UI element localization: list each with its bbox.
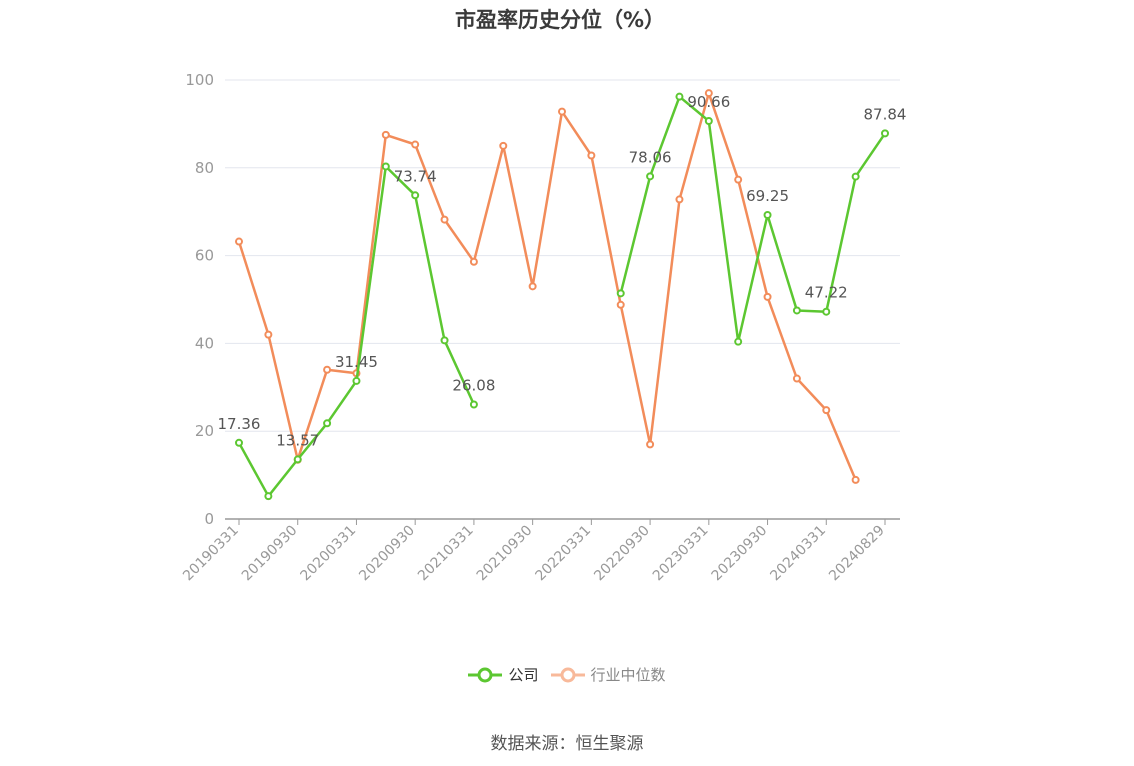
data-point: [704, 117, 713, 126]
grid-lines: [225, 79, 900, 520]
data-point: [323, 419, 332, 428]
x-tick-label: 20240331: [767, 523, 829, 585]
y-tick-label: 80: [195, 159, 214, 177]
data-label: 13.57: [276, 431, 319, 449]
x-tick-label: 20220331: [532, 523, 594, 585]
data-source: 数据来源：恒生聚源: [490, 734, 644, 754]
data-point: [881, 129, 889, 138]
x-tick-label: 20200930: [356, 523, 418, 585]
data-point: [352, 376, 361, 385]
y-tick-label: 20: [195, 422, 214, 440]
data-point: [792, 374, 801, 383]
data-label: 31.45: [335, 353, 378, 371]
data-label: 69.25: [746, 187, 789, 205]
x-tick-label: 20190331: [180, 523, 242, 585]
x-tick-label: 20210930: [474, 523, 536, 585]
data-point: [646, 172, 655, 181]
data-point: [293, 455, 302, 464]
data-point: [646, 440, 655, 449]
data-point: [469, 400, 478, 409]
x-tick-label: 20220930: [591, 523, 653, 585]
x-tick-label: 20240829: [826, 523, 888, 585]
data-point: [704, 89, 713, 98]
x-tick-label: 20210331: [415, 523, 477, 585]
data-point: [499, 141, 508, 150]
legend-item-industry[interactable]: 行业中位数: [550, 664, 666, 685]
series-line: [237, 95, 887, 498]
y-axis-ticks: 0 20 40 60 80 100: [185, 71, 214, 528]
x-tick-label: 20230930: [709, 523, 771, 585]
data-point: [851, 475, 860, 484]
legend-item-company[interactable]: 公司: [468, 664, 539, 685]
data-labels: 17.36 13.57 31.45 73.74 26.08 78.06 90.66 69.25…: [218, 93, 907, 449]
data-point: [675, 195, 684, 204]
y-tick-label: 40: [195, 334, 214, 352]
chart-legend: 公司 行业中位数: [0, 664, 1134, 685]
data-label: 87.84: [864, 105, 907, 123]
data-point: [469, 257, 478, 266]
data-point: [411, 140, 420, 149]
data-point: [264, 330, 273, 339]
data-point: [734, 337, 743, 346]
data-label: 78.06: [629, 148, 672, 166]
legend-label-company: 公司: [508, 666, 539, 684]
legend-label-industry: 行业中位数: [590, 666, 666, 684]
y-tick-label: 60: [195, 247, 214, 265]
chart-title: 市盈率历史分位（%）: [454, 8, 666, 32]
x-tick-label: 20200331: [298, 523, 360, 585]
data-point: [381, 130, 390, 139]
data-point: [587, 151, 596, 160]
data-point: [235, 438, 243, 447]
data-point: [411, 191, 420, 200]
data-point: [264, 492, 273, 501]
series-layer: [235, 89, 889, 501]
x-axis: 2019033120190930202003312020093020210331…: [180, 518, 900, 585]
data-point: [558, 107, 566, 116]
data-point: [763, 292, 772, 301]
data-point: [675, 92, 684, 101]
data-point: [381, 162, 390, 171]
y-tick-label: 100: [185, 71, 214, 89]
data-point: [440, 215, 449, 224]
data-label: 90.66: [687, 93, 730, 111]
data-label: 17.36: [218, 415, 261, 433]
x-tick-label: 20190930: [239, 523, 301, 585]
data-point: [235, 237, 243, 246]
y-tick-label: 0: [204, 510, 214, 528]
data-point: [616, 289, 625, 298]
data-label: 26.08: [452, 377, 495, 395]
series-company: [235, 92, 889, 501]
legend-industry-icon: [550, 667, 585, 682]
data-point: [323, 365, 332, 374]
data-point: [822, 307, 831, 316]
series-line: [237, 91, 857, 481]
data-point: [616, 300, 625, 309]
x-tick-label: 20230331: [650, 523, 712, 585]
data-point: [851, 172, 860, 181]
data-label: 73.74: [394, 167, 437, 185]
data-point: [440, 336, 449, 345]
data-point: [763, 210, 772, 219]
data-point: [528, 282, 537, 291]
legend-company-icon: [468, 667, 503, 682]
data-point: [734, 175, 743, 184]
data-label: 47.22: [805, 284, 848, 302]
data-point: [822, 406, 831, 415]
data-point: [792, 306, 801, 315]
